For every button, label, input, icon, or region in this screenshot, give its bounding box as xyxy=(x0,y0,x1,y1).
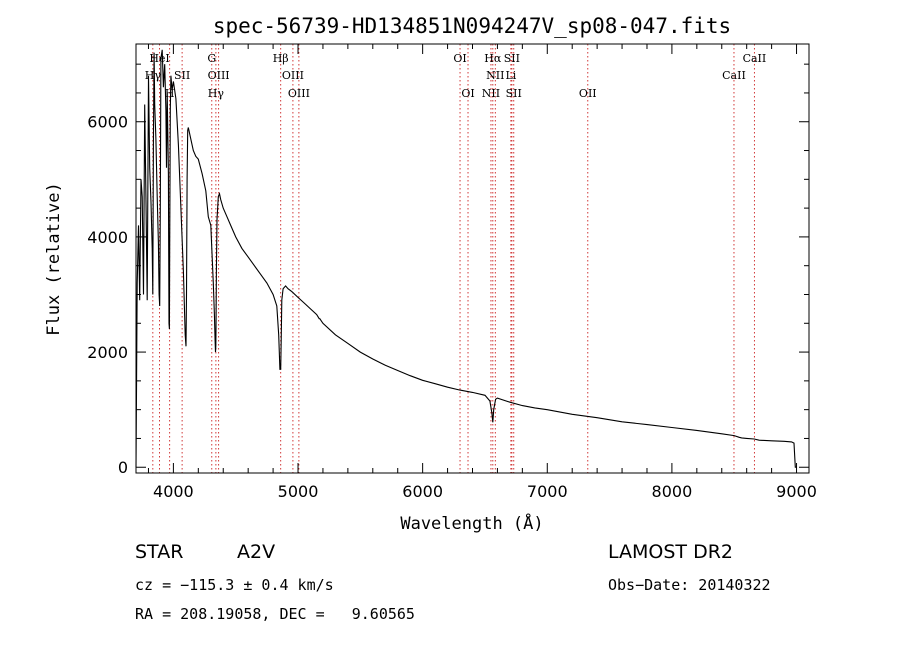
spectral-line-label: H xyxy=(165,87,175,100)
x-tick-label: 4000 xyxy=(153,482,194,501)
y-tick-label: 6000 xyxy=(87,113,128,132)
object-type: STAR xyxy=(135,541,183,563)
spectral-line-label: SII xyxy=(504,52,520,65)
y-tick-label: 4000 xyxy=(87,228,128,247)
spectral-line-label: Hγ xyxy=(208,87,225,100)
chart-title: spec-56739-HD134851N094247V_sp08-047.fit… xyxy=(213,14,731,38)
spectral-line-markers xyxy=(152,44,755,473)
spectral-line-label: SII xyxy=(174,69,190,82)
x-tick-label: 6000 xyxy=(402,482,443,501)
y-axis-label: Flux (relative) xyxy=(44,182,64,336)
spectral-line-label: SII xyxy=(506,87,522,100)
spectral-line-label: OI xyxy=(461,87,474,100)
spectral-class: A2V xyxy=(237,541,275,563)
x-axis-label: Wavelength (Å) xyxy=(400,512,543,534)
survey-name: LAMOST DR2 xyxy=(608,541,733,563)
spectral-line-label: OI xyxy=(453,52,466,65)
spectral-line-label: OIII xyxy=(208,69,230,82)
spectral-line-label: OIII xyxy=(282,69,304,82)
spectral-line-label: CaII xyxy=(722,69,746,82)
y-tick-label: 2000 xyxy=(87,343,128,362)
y-axis-ticks: 0 2000 4000 6000 xyxy=(87,63,809,477)
y-tick-label: 0 xyxy=(118,458,128,477)
x-tick-label: 5000 xyxy=(278,482,319,501)
plot-frame xyxy=(135,43,810,474)
spectral-line-label: Hβ xyxy=(273,52,289,65)
redshift-cz: cz = −115.3 ± 0.4 km/s xyxy=(135,576,334,594)
spectral-line-label: OII xyxy=(579,87,597,100)
spectral-line-label: Hα xyxy=(484,52,502,65)
spectral-line-label: Li xyxy=(505,69,516,82)
x-tick-label: 9000 xyxy=(776,482,817,501)
spectral-line-label: HeI xyxy=(149,52,169,65)
spectral-line-label: Hγ xyxy=(145,69,162,82)
observation-date: Obs−Date: 20140322 xyxy=(608,576,771,594)
x-tick-label: 8000 xyxy=(652,482,693,501)
x-tick-label: 7000 xyxy=(527,482,568,501)
spectral-line-label: NII xyxy=(482,87,500,100)
x-axis-ticks: 4000 5000 6000 7000 8000 9000 xyxy=(147,44,817,501)
spectral-line-label: G xyxy=(207,52,216,65)
ra-dec-coordinates: RA = 208.19058, DEC = 9.60565 xyxy=(135,605,415,623)
spectral-line-label: CaII xyxy=(743,52,767,65)
spectrum-series-line xyxy=(135,49,797,468)
spectral-line-label: OIII xyxy=(288,87,310,100)
spectral-line-label: NII xyxy=(486,69,504,82)
